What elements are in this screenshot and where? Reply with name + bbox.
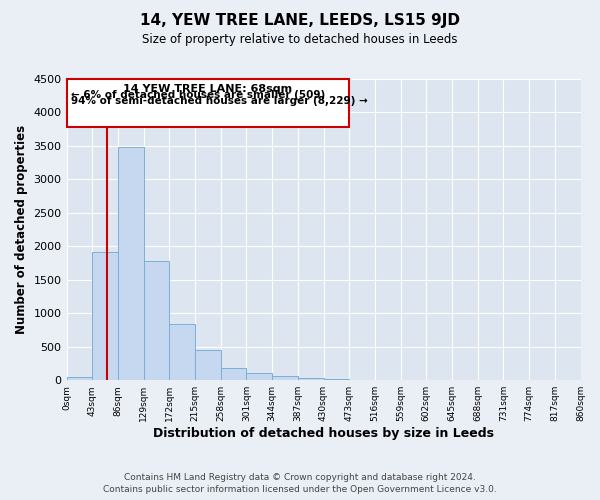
Bar — [323, 379, 349, 380]
Bar — [143, 262, 169, 380]
Bar — [118, 146, 143, 380]
Bar — [169, 324, 195, 380]
Text: 14, YEW TREE LANE, LEEDS, LS15 9JD: 14, YEW TREE LANE, LEEDS, LS15 9JD — [140, 12, 460, 28]
Text: Contains public sector information licensed under the Open Government Licence v3: Contains public sector information licen… — [103, 485, 497, 494]
FancyBboxPatch shape — [67, 79, 349, 127]
Y-axis label: Number of detached properties: Number of detached properties — [15, 125, 28, 334]
Bar — [92, 252, 118, 380]
Text: Size of property relative to detached houses in Leeds: Size of property relative to detached ho… — [142, 32, 458, 46]
Bar — [272, 376, 298, 380]
Text: ← 6% of detached houses are smaller (509): ← 6% of detached houses are smaller (509… — [71, 90, 326, 100]
Bar — [247, 373, 272, 380]
Bar — [67, 377, 92, 380]
Text: 94% of semi-detached houses are larger (8,229) →: 94% of semi-detached houses are larger (… — [71, 96, 368, 106]
Bar — [298, 378, 323, 380]
Text: Contains HM Land Registry data © Crown copyright and database right 2024.: Contains HM Land Registry data © Crown c… — [124, 472, 476, 482]
Bar — [195, 350, 221, 380]
X-axis label: Distribution of detached houses by size in Leeds: Distribution of detached houses by size … — [153, 427, 494, 440]
Text: 14 YEW TREE LANE: 68sqm: 14 YEW TREE LANE: 68sqm — [124, 84, 292, 94]
Bar — [221, 368, 247, 380]
